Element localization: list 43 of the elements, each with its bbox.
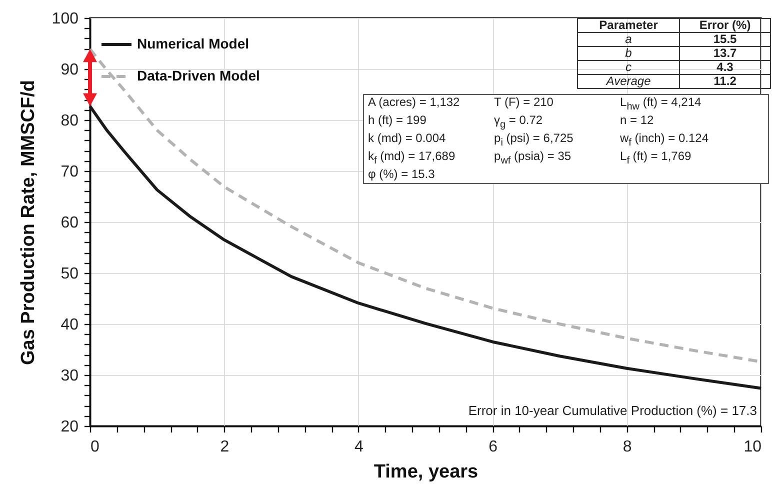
legend-label: Numerical Model xyxy=(137,36,250,52)
y-axis-title: Gas Production Rate, MMSCF/d xyxy=(18,80,39,366)
annotation: p$_{i}$ (psi) = 6,725 xyxy=(494,130,574,150)
annotation: T (F) = 210 xyxy=(494,95,554,111)
annotation: Error (%) xyxy=(680,18,770,32)
annotation: γ$_{g}$ = 0.72 xyxy=(494,112,544,132)
annotation: 4.3 xyxy=(680,60,770,74)
y-tick-label: 50 xyxy=(60,266,79,282)
annotation: L$_{hw}$ (ft) = 4,214 xyxy=(620,95,702,114)
annotation: h (ft) = 199 xyxy=(368,112,428,129)
x-tick-label: 6 xyxy=(488,438,498,456)
annotation: n = 12 xyxy=(620,112,655,129)
annotation: 11.2 xyxy=(680,74,770,88)
y-tick-label: 100 xyxy=(52,10,79,28)
annotation: b xyxy=(578,46,680,60)
y-tick-label: 30 xyxy=(60,368,79,384)
x-tick-label: 8 xyxy=(622,438,632,456)
annotation: Error in 10-year Cumulative Production (%) = 17.3 xyxy=(468,403,757,418)
y-tick-label: 60 xyxy=(60,214,79,232)
legend-label: Data-Driven Model xyxy=(137,68,260,84)
annotation: φ (%) = 15.3 xyxy=(368,166,436,182)
annotation: p$_{wf}$ (psia) = 35 xyxy=(494,148,572,168)
x-tick-label: 2 xyxy=(220,438,230,456)
annotation: a xyxy=(578,32,680,46)
y-tick-label: 40 xyxy=(60,316,79,334)
x-tick-label: 4 xyxy=(354,438,364,456)
annotation: A (acres) = 1,132 xyxy=(368,95,461,111)
y-tick-label: 70 xyxy=(60,164,79,180)
y-tick-label: 80 xyxy=(60,112,79,130)
x-tick-label: 0 xyxy=(90,438,100,456)
y-tick-label: 90 xyxy=(60,62,79,78)
annotation: Parameter xyxy=(578,18,680,32)
x-axis-title: Time, years xyxy=(374,462,478,482)
annotation: w$_{f}$ (inch) = 0.124 xyxy=(620,130,710,150)
annotation: c xyxy=(578,60,680,74)
annotation: 13.7 xyxy=(680,46,770,60)
y-tick-label: 20 xyxy=(60,418,79,436)
annotation: 15.5 xyxy=(680,32,770,46)
x-tick-label: 10 xyxy=(744,438,762,456)
annotation: Average xyxy=(578,74,680,88)
annotation: L$_{f}$ (ft) = 1,769 xyxy=(620,148,692,168)
annotation: k (md) = 0.004 xyxy=(368,130,447,147)
annotation: k$_{f}$ (md) = 17,689 xyxy=(368,148,456,168)
